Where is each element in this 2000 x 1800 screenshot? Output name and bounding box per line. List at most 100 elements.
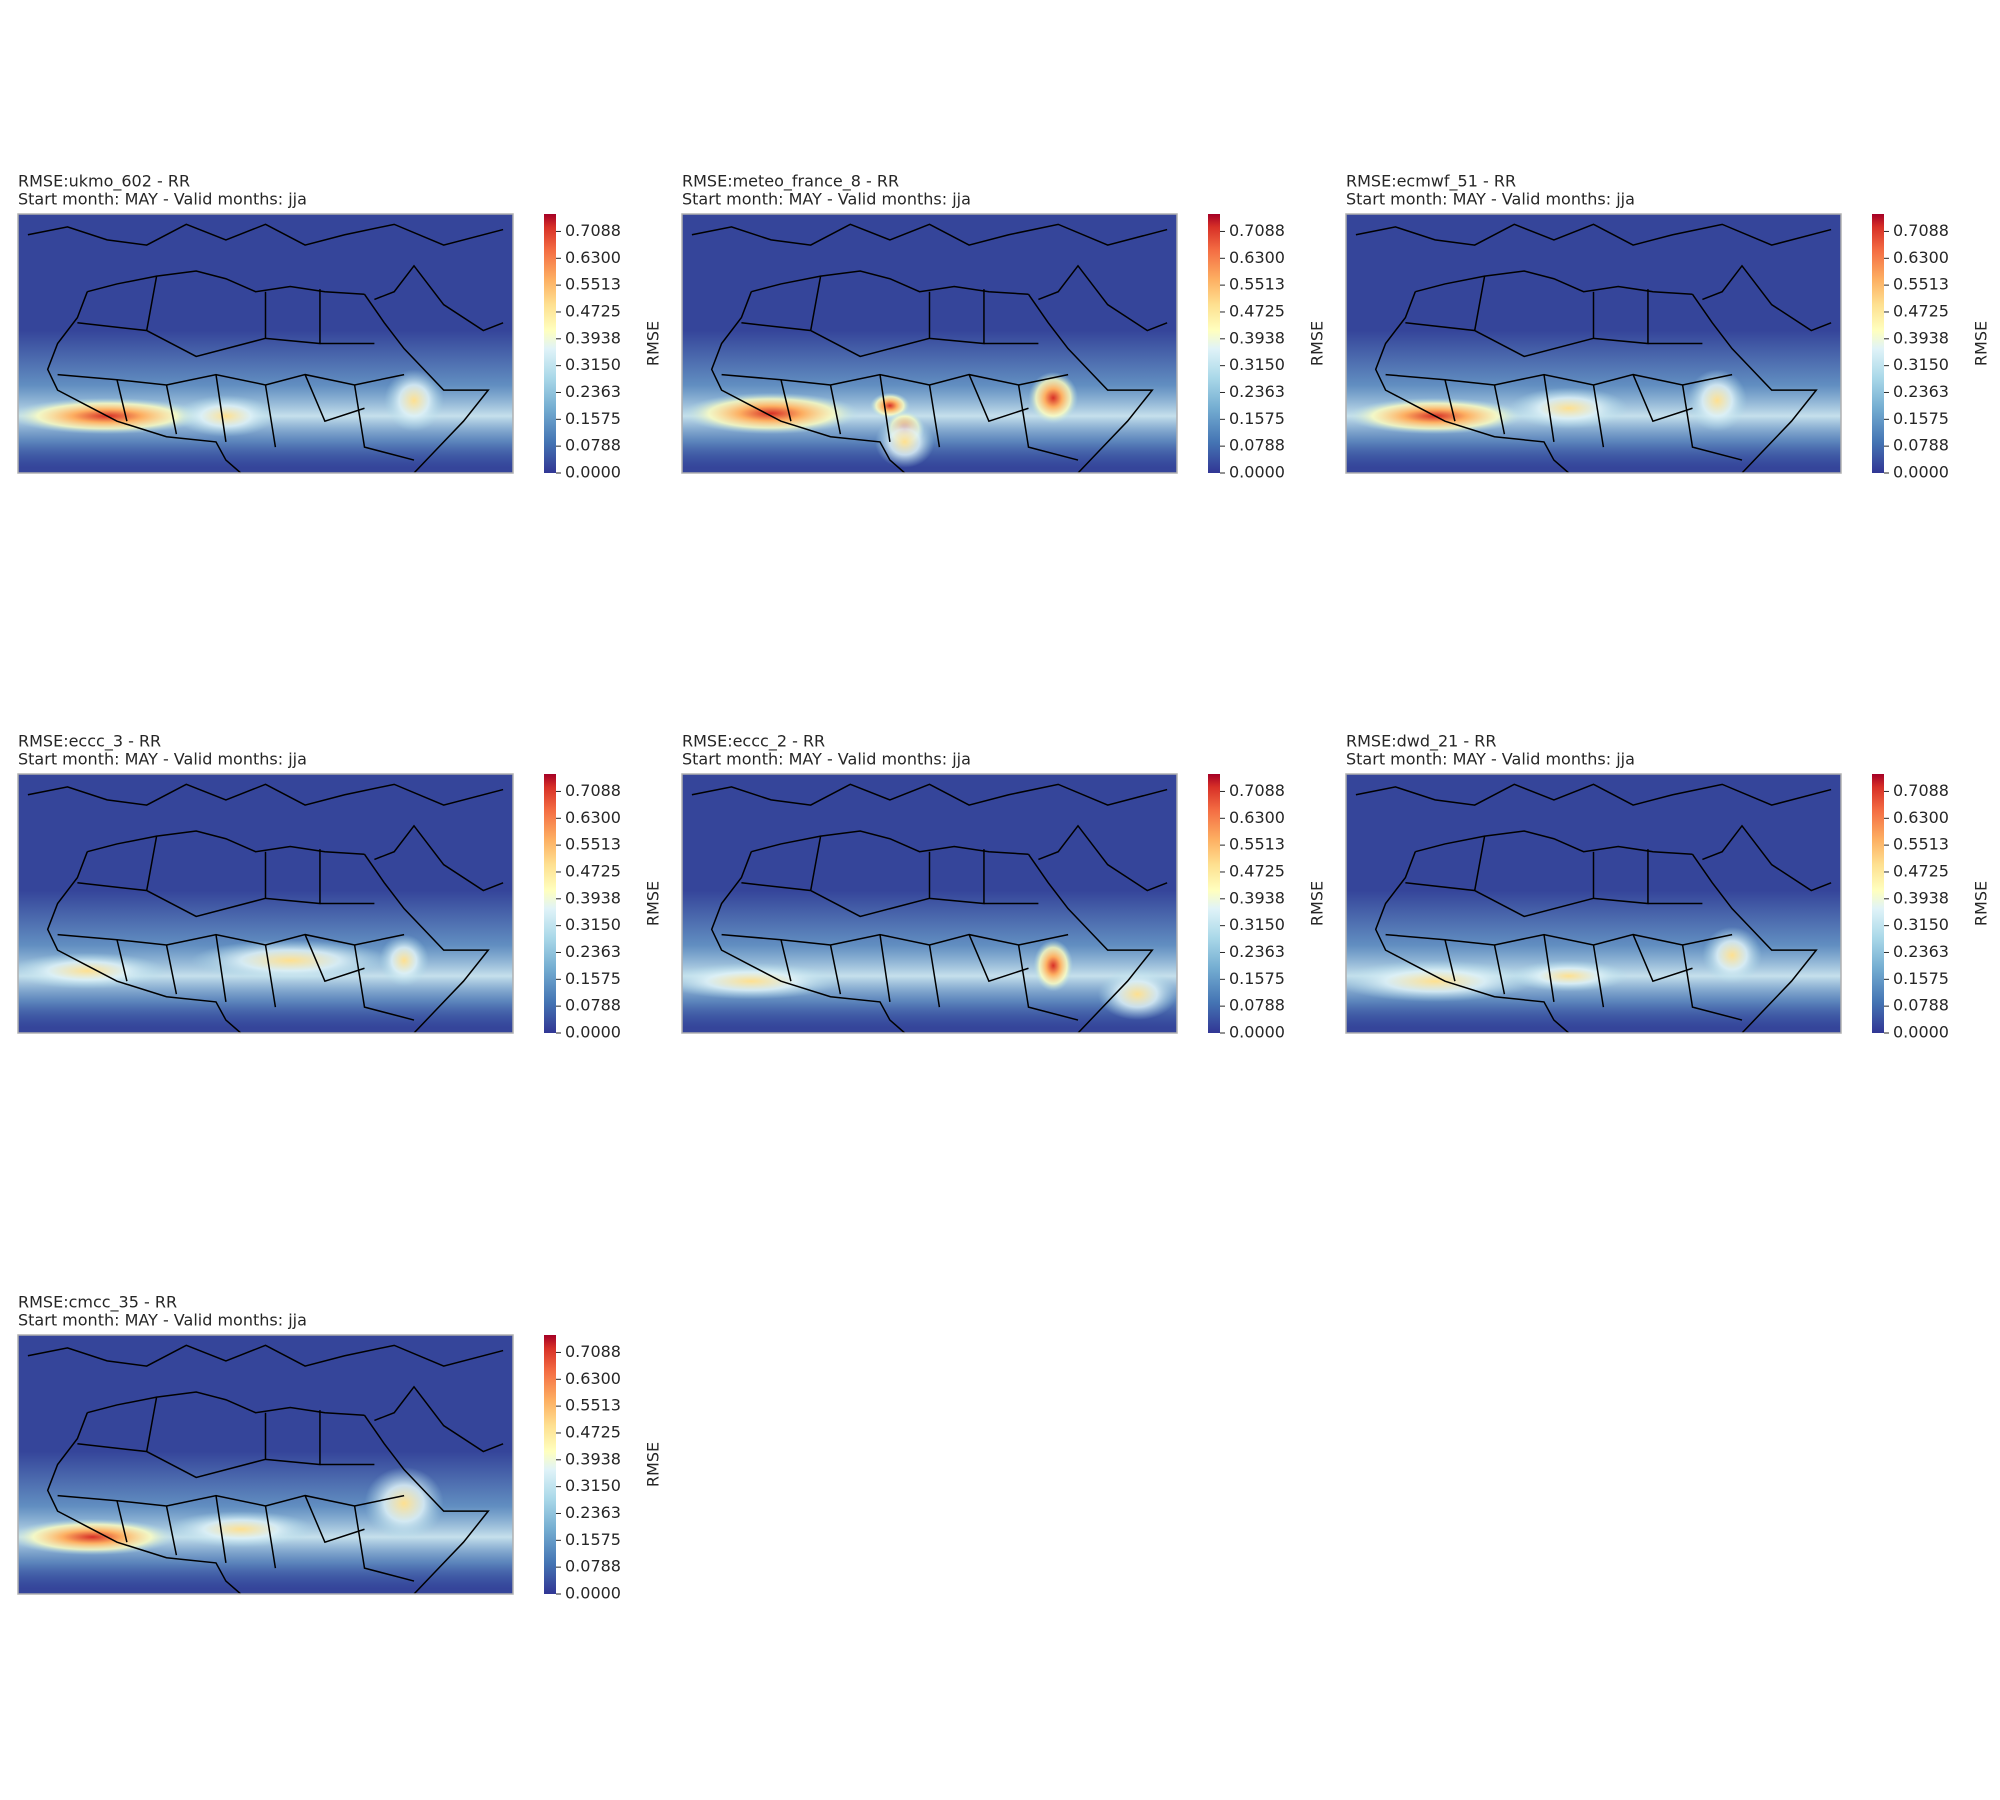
- colorbar-tick-label: 0.5513: [565, 275, 621, 294]
- rmse-hotspot: [166, 1511, 315, 1548]
- colorbar-tick-label: 0.5513: [565, 1396, 621, 1415]
- colorbar-tick-label: 0.7088: [565, 1342, 621, 1361]
- colorbar-tick-label: 0.2363: [1229, 942, 1285, 961]
- map-area: [682, 774, 1177, 1033]
- borders: [28, 784, 503, 1033]
- rmse-hotspot: [1702, 926, 1762, 984]
- border-line: [48, 292, 241, 473]
- panel-title: RMSE:ecmwf_51 - RR: [1346, 172, 1516, 192]
- colorbar-tick-label: 0.5513: [565, 835, 621, 854]
- colorbar-tick-label: 0.1575: [565, 409, 621, 428]
- colorbar-tick-label: 0.5513: [1229, 275, 1285, 294]
- border-line: [1029, 294, 1153, 473]
- rmse-hotspot: [682, 392, 861, 435]
- colorbar-tick-label: 0.6300: [1229, 248, 1285, 267]
- colorbar-tick-label: 0.2363: [1229, 382, 1285, 401]
- border-line: [1702, 266, 1831, 331]
- borders: [692, 224, 1167, 473]
- colorbar-tick-label: 0.0788: [1893, 996, 1949, 1015]
- colorbar-tick-label: 0.0000: [1229, 463, 1285, 482]
- colorbar: [1872, 214, 1884, 473]
- colorbar-label: RMSE: [1308, 321, 1327, 366]
- rmse-hotspot: [191, 939, 390, 982]
- border-line: [751, 271, 1028, 294]
- panel-title: RMSE:ukmo_602 - RR: [18, 172, 190, 192]
- colorbar-tick-label: 0.6300: [1229, 808, 1285, 827]
- colorbar-tick-label: 0.3150: [1893, 915, 1949, 934]
- border-line: [722, 935, 1069, 945]
- colorbar-tick-label: 0.0000: [565, 1584, 621, 1603]
- panel-subtitle: Start month: MAY - Valid months: jja: [1346, 190, 1635, 209]
- border-line: [28, 224, 503, 245]
- colorbar-tick-label: 0.7088: [565, 221, 621, 240]
- panel-title: RMSE:eccc_2 - RR: [682, 732, 825, 752]
- panel-title: RMSE:cmcc_35 - RR: [18, 1293, 177, 1313]
- colorbar-tick-label: 0.7088: [1229, 781, 1285, 800]
- borders: [692, 784, 1167, 1033]
- rain-band: [1346, 214, 1841, 473]
- border-line: [28, 784, 503, 805]
- rmse-hotspot: [1028, 371, 1078, 424]
- colorbar-tick-label: 0.6300: [1893, 248, 1949, 267]
- border-line: [58, 375, 404, 385]
- colorbar-tick-label: 0.3150: [1893, 355, 1949, 374]
- borders: [1356, 224, 1831, 473]
- colorbar-tick-label: 0.4725: [1893, 301, 1949, 320]
- rmse-hotspot: [1097, 968, 1177, 1021]
- colorbar: [544, 774, 556, 1033]
- colorbar-tick-label: 0.2363: [1893, 382, 1949, 401]
- colorbar-tick-label: 0.0788: [565, 1557, 621, 1576]
- rmse-hotspot: [18, 1518, 177, 1556]
- colorbar-tick-label: 0.3938: [1229, 888, 1285, 907]
- map-frame: [681, 773, 1178, 1034]
- colorbar-tick-label: 0.4725: [565, 861, 621, 880]
- borders: [1356, 784, 1831, 1033]
- colorbar-tick-label: 0.0000: [1893, 1023, 1949, 1042]
- colorbar-tick-label: 0.7088: [1893, 781, 1949, 800]
- colorbar-tick-label: 0.4725: [1893, 861, 1949, 880]
- colorbar-tick-label: 0.0000: [565, 1023, 621, 1042]
- colorbar-tick-label: 0.0000: [1893, 463, 1949, 482]
- border-line: [1386, 375, 1733, 385]
- border-line: [1376, 852, 1569, 1033]
- map-area: [18, 214, 513, 473]
- colorbar-tick-label: 0.1575: [1893, 409, 1949, 428]
- map-area: [1346, 774, 1841, 1033]
- colorbar-tick-label: 0.1575: [1229, 969, 1285, 988]
- border-line: [77, 276, 374, 356]
- borders: [28, 1345, 503, 1594]
- rmse-hotspot: [364, 1467, 444, 1540]
- rain-band: [18, 774, 513, 1033]
- border-line: [374, 826, 503, 891]
- border-line: [1415, 271, 1692, 294]
- border-line: [1445, 935, 1742, 1020]
- colorbar-tick-label: 0.0788: [565, 436, 621, 455]
- border-line: [374, 1387, 503, 1452]
- rmse-hotspot: [1687, 369, 1747, 432]
- rmse-hotspot: [1346, 960, 1535, 1002]
- colorbar-tick-label: 0.0788: [1229, 996, 1285, 1015]
- border-line: [1038, 826, 1167, 891]
- colorbar: [544, 214, 556, 473]
- colorbar-tick-label: 0.1575: [565, 1530, 621, 1549]
- rmse-hotspot: [176, 395, 276, 437]
- colorbar-tick-label: 0.3150: [565, 355, 621, 374]
- colorbar-tick-label: 0.3938: [1229, 328, 1285, 347]
- panel-title: RMSE:meteo_france_8 - RR: [682, 172, 899, 192]
- panel-subtitle: Start month: MAY - Valid months: jja: [18, 750, 307, 769]
- colorbar-tick-label: 0.5513: [1893, 275, 1949, 294]
- rain-band: [18, 214, 513, 473]
- colorbar-tick-label: 0.0000: [1229, 1023, 1285, 1042]
- border-line: [741, 836, 1038, 916]
- rmse-hotspot: [1509, 960, 1629, 992]
- colorbar-tick-label: 0.6300: [565, 1369, 621, 1388]
- colorbar-label: RMSE: [1972, 881, 1991, 926]
- rain-band: [18, 1335, 513, 1594]
- border-line: [87, 1392, 364, 1415]
- border-line: [77, 836, 374, 916]
- colorbar-tick-label: 0.3938: [565, 1449, 621, 1468]
